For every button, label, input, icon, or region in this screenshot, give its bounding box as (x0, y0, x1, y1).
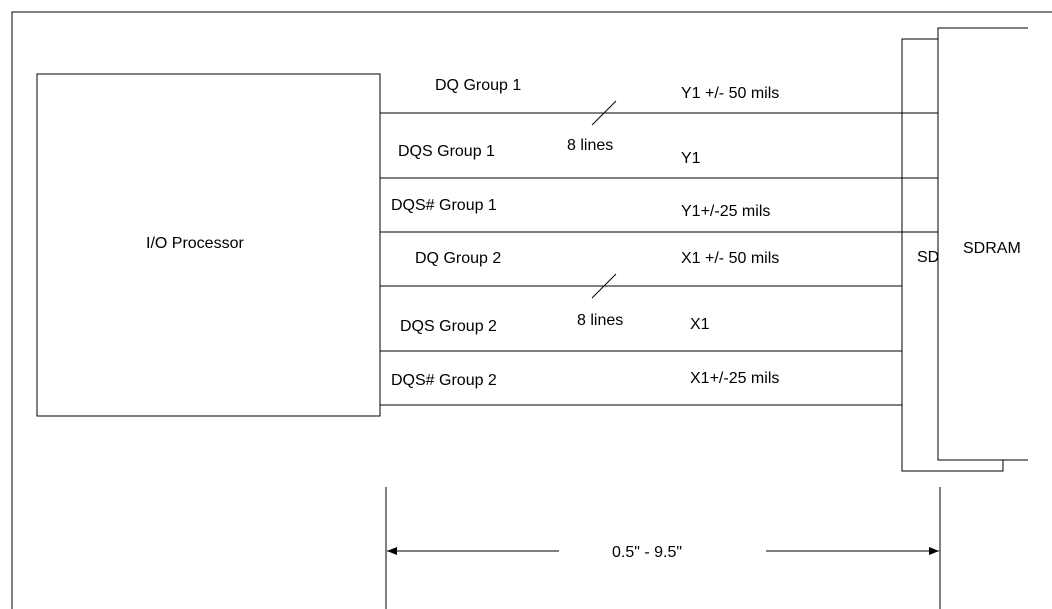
signal-name-dqs-group-1: DQS Group 1 (398, 143, 495, 160)
signal-name-dqs-n-group-1: DQS# Group 1 (391, 197, 497, 214)
bus-width-label-group-1: 8 lines (567, 137, 613, 154)
signal-name-dqs-n-group-2: DQS# Group 2 (391, 372, 497, 389)
bus-slash-group-1 (591, 100, 617, 126)
sdram-front-label: SDRAM (963, 240, 1021, 257)
bus-slash-group-2 (591, 273, 617, 299)
io-processor-box (36, 73, 381, 417)
io-processor-label: I/O Processor (146, 235, 244, 252)
sdram-back-box (901, 38, 1004, 472)
sdram-front-box (937, 27, 1028, 461)
length-dqs-n-group-1: Y1+/-25 mils (681, 203, 770, 220)
dimension-label: 0.5" - 9.5" (612, 544, 682, 561)
sdram-back-label: SD (917, 249, 939, 266)
length-dqs-group-1: Y1 (681, 150, 701, 167)
length-dq-group-2: X1 +/- 50 mils (681, 250, 779, 267)
length-dqs-n-group-2: X1+/-25 mils (690, 370, 779, 387)
signal-name-dq-group-2: DQ Group 2 (415, 250, 501, 267)
length-dqs-group-2: X1 (690, 316, 710, 333)
length-dq-group-1: Y1 +/- 50 mils (681, 85, 779, 102)
sdram-front-fill (939, 29, 1052, 459)
frame-border (11, 11, 1052, 609)
bus-width-label-group-2: 8 lines (577, 312, 623, 329)
signal-name-dq-group-1: DQ Group 1 (435, 77, 521, 94)
signal-name-dqs-group-2: DQS Group 2 (400, 318, 497, 335)
